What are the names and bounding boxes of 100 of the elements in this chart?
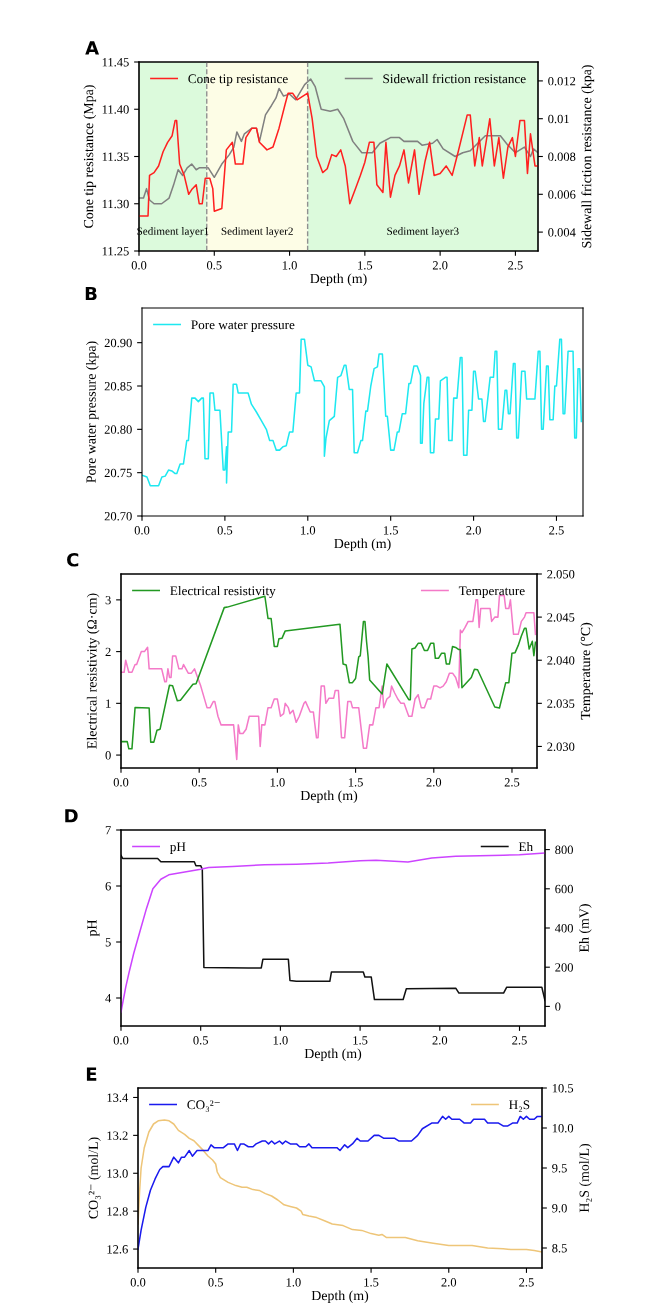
- x-tick-label: 0.0: [113, 1036, 129, 1045]
- legend-label: Cone tip resistance: [188, 74, 288, 86]
- legend-label: pH: [170, 842, 186, 854]
- x-tick-label: 2.0: [432, 261, 448, 270]
- y2-tick-label: 2.050: [547, 570, 575, 579]
- y2-tick-label: 10.5: [552, 1084, 574, 1093]
- y-tick-label: 20.85: [104, 382, 132, 391]
- y-tick-label: 12.8: [107, 1207, 128, 1216]
- y-tick-label: 0: [105, 751, 111, 760]
- x-axis-title: Depth (m): [300, 790, 358, 804]
- y2-tick-label: 400: [554, 924, 573, 933]
- y2-tick-label: 2.045: [547, 613, 575, 622]
- chart-title: C: [67, 552, 79, 567]
- x-tick-label: 1.0: [273, 1036, 288, 1045]
- y-tick-label: 3: [105, 595, 111, 605]
- line-series: [142, 338, 583, 487]
- x-tick-label: 1.5: [348, 778, 363, 787]
- y2-tick-label: 10.0: [552, 1124, 574, 1133]
- y2-tick-label: 0.006: [548, 190, 576, 199]
- y2-tick-label: 9.0: [552, 1204, 567, 1213]
- x-tick-label: 0.5: [206, 261, 222, 270]
- x-tick-label: 0.0: [130, 1278, 146, 1287]
- y-tick-label: 11.25: [102, 247, 129, 256]
- x-tick-label: 0.5: [208, 1278, 224, 1287]
- x-tick-label: 1.0: [301, 526, 316, 535]
- y-axis-title: Cone tip resistance (Mpa): [83, 85, 97, 228]
- legend-label: H₂S: [509, 1100, 530, 1112]
- x-tick-label: 1.5: [353, 1036, 368, 1045]
- y-axis-title: CO₃²⁻ (mol/L): [88, 1137, 101, 1219]
- x-tick-label: 1.5: [364, 1278, 379, 1287]
- x-tick-label: 0.0: [134, 526, 150, 535]
- x-tick-label: 0.5: [193, 1036, 209, 1045]
- band-label: Sediment layer2: [221, 227, 293, 238]
- y2-tick-label: 2.030: [547, 742, 575, 751]
- x-tick-label: 1.0: [282, 261, 297, 270]
- x-tick-label: 0.0: [131, 261, 147, 270]
- band-label: Sediment layer3: [387, 227, 459, 238]
- y2-axis-title: Temperature (°C): [580, 622, 593, 720]
- legend-label: CO₃²⁻: [187, 1100, 220, 1112]
- chart-title: E: [86, 1067, 97, 1081]
- y2-tick-label: 800: [555, 845, 573, 855]
- y-tick-label: 4: [105, 994, 112, 1003]
- y-tick-label: 1: [106, 699, 111, 708]
- y-axis-title: pH: [87, 919, 100, 937]
- x-tick-label: 0.5: [217, 526, 233, 535]
- y-tick-label: 2: [105, 647, 111, 656]
- x-tick-label: 2.0: [441, 1278, 457, 1287]
- x-axis-title: Depth (m): [334, 538, 391, 552]
- legend-label: Eh: [518, 841, 533, 852]
- x-tick-label: 2.5: [519, 1278, 534, 1287]
- x-tick-label: 2.0: [432, 1036, 448, 1045]
- y-tick-label: 12.6: [107, 1245, 128, 1254]
- y2-tick-label: 2.040: [547, 656, 575, 665]
- y2-tick-label: 2.035: [547, 699, 575, 708]
- legend-label: Temperature: [458, 586, 525, 598]
- y-tick-label: 11.30: [102, 199, 129, 209]
- legend-label: Pore water pressure: [191, 320, 295, 332]
- y2-axis-title: Sidewall friction resistance (kpa): [581, 65, 595, 248]
- y-tick-label: 6: [105, 882, 111, 891]
- x-tick-label: 2.5: [504, 778, 520, 787]
- x-tick-label: 2.0: [426, 778, 442, 787]
- x-tick-label: 1.0: [270, 778, 285, 787]
- y-tick-label: 20.90: [104, 338, 132, 348]
- legend-label: Electrical resistivity: [170, 585, 276, 598]
- x-tick-label: 2.5: [508, 261, 523, 270]
- y2-tick-label: 0.004: [548, 228, 576, 237]
- chart-title: D: [65, 809, 78, 823]
- x-tick-label: 1.5: [358, 261, 373, 270]
- y2-tick-label: 0.012: [548, 76, 576, 86]
- legend-label: Sidewall friction resistance: [383, 73, 526, 84]
- y2-tick-label: 8.5: [552, 1244, 567, 1253]
- x-axis-title: Depth (m): [310, 273, 367, 287]
- x-tick-label: 2.0: [466, 526, 481, 535]
- y-tick-label: 11.45: [102, 58, 129, 67]
- x-tick-label: 2.5: [512, 1036, 527, 1045]
- y2-tick-label: 9.5: [552, 1164, 567, 1173]
- y2-axis-title: H₂S (mol/L): [579, 1143, 592, 1213]
- x-axis-title: Depth (m): [311, 1290, 369, 1304]
- y-tick-label: 20.80: [104, 425, 132, 434]
- y2-tick-label: 600: [555, 884, 573, 894]
- chart-title: A: [85, 41, 100, 55]
- y-tick-label: 13.4: [107, 1093, 129, 1102]
- y-tick-label: 20.70: [104, 512, 132, 521]
- x-tick-label: 2.5: [549, 526, 564, 535]
- x-tick-label: 1.0: [286, 1278, 301, 1287]
- y-tick-label: 13.0: [107, 1169, 128, 1178]
- y2-tick-label: 0.01: [548, 114, 569, 124]
- y2-tick-label: 0: [555, 1002, 561, 1011]
- line-series: [139, 92, 538, 217]
- y-tick-label: 5: [105, 938, 111, 947]
- y-tick-label: 13.2: [107, 1131, 128, 1140]
- x-tick-label: 1.5: [383, 526, 399, 535]
- x-tick-label: 0.0: [113, 778, 129, 787]
- y-tick-label: 7: [105, 826, 111, 835]
- y2-axis-title: Eh (mV): [579, 904, 592, 953]
- x-axis-title: Depth (m): [304, 1048, 362, 1062]
- y-tick-label: 20.75: [104, 468, 132, 478]
- y-tick-label: 11.40: [102, 105, 129, 114]
- y-tick-label: 11.35: [102, 152, 129, 162]
- y-axis-title: Pore water pressure (kpa): [86, 341, 99, 483]
